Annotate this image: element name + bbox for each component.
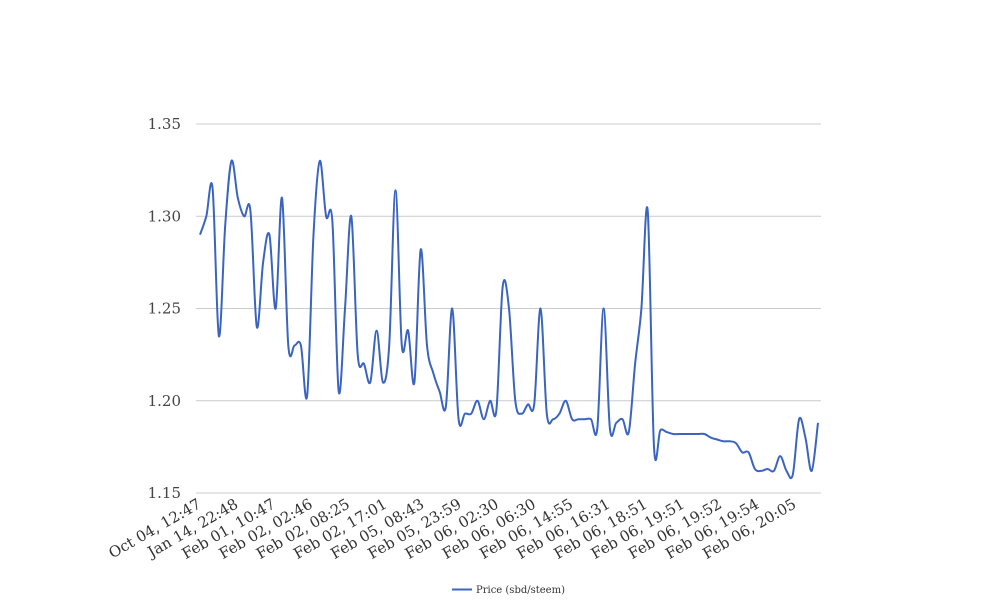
series-layer — [199, 159, 819, 480]
legend[interactable]: Price (sbd/steem) — [452, 585, 565, 596]
y-tick-label: 1.20 — [148, 392, 181, 410]
y-axis-tick-labels: 1.35 1.30 1.25 1.20 1.15 — [148, 115, 181, 502]
series-line-price — [199, 159, 819, 480]
y-tick-label: 1.15 — [148, 484, 181, 502]
legend-label-price: Price (sbd/steem) — [476, 585, 565, 596]
y-tick-label: 1.25 — [148, 300, 181, 318]
y-tick-label: 1.30 — [148, 207, 181, 225]
y-tick-label: 1.35 — [148, 115, 181, 133]
